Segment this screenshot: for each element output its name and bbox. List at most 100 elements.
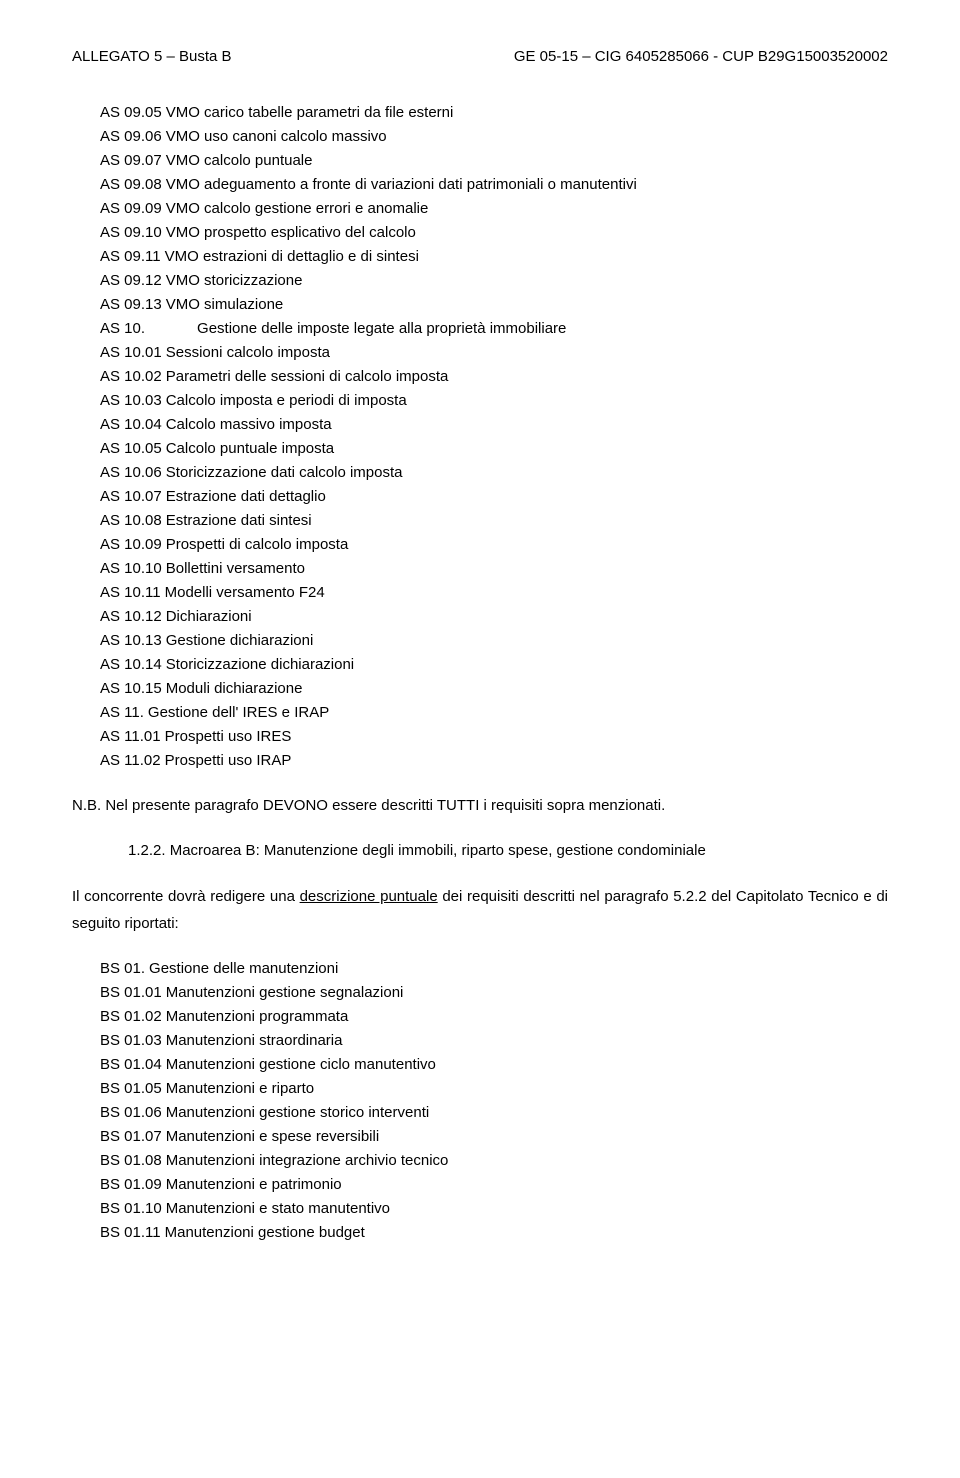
list-item-code: AS 10.08 [100, 509, 162, 533]
list-item-text: Manutenzioni e stato manutentivo [166, 1197, 390, 1221]
list-item-text: VMO estrazioni di dettaglio e di sintesi [165, 245, 419, 269]
list-item-code: AS 10.02 [100, 365, 162, 389]
nb-note: N.B. Nel presente paragrafo DEVONO esser… [72, 797, 888, 814]
as-list: AS 09.05VMO carico tabelle parametri da … [100, 101, 888, 773]
list-item: AS 09.08VMO adeguamento a fronte di vari… [100, 173, 888, 197]
list-item-text: Storicizzazione dichiarazioni [166, 653, 354, 677]
list-item-code: AS 10.13 [100, 629, 162, 653]
list-item-code: BS 01.01 [100, 981, 162, 1005]
list-item-code: AS 10.03 [100, 389, 162, 413]
list-item-code: AS 09.09 [100, 197, 162, 221]
list-item-code: AS 11.02 [100, 749, 161, 773]
list-item-text: Manutenzioni gestione budget [165, 1221, 365, 1245]
list-item: BS 01.07Manutenzioni e spese reversibili [100, 1125, 888, 1149]
list-item: AS 09.11VMO estrazioni di dettaglio e di… [100, 245, 888, 269]
list-item: BS 01.06Manutenzioni gestione storico in… [100, 1101, 888, 1125]
list-item-text: Sessioni calcolo imposta [166, 341, 330, 365]
list-item: AS 10.02Parametri delle sessioni di calc… [100, 365, 888, 389]
list-item: BS 01.02Manutenzioni programmata [100, 1005, 888, 1029]
document-page: ALLEGATO 5 – Busta B GE 05-15 – CIG 6405… [0, 0, 960, 1293]
list-item-code: AS 10. [100, 317, 145, 341]
list-item: AS 09.10VMO prospetto esplicativo del ca… [100, 221, 888, 245]
list-item-code: BS 01.09 [100, 1173, 162, 1197]
list-item-code: AS 11. [100, 701, 144, 725]
list-item: AS 09.05VMO carico tabelle parametri da … [100, 101, 888, 125]
intro-paragraph: Il concorrente dovrà redigere una descri… [72, 883, 888, 937]
list-item-code: AS 10.09 [100, 533, 162, 557]
list-item-text: VMO prospetto esplicativo del calcolo [166, 221, 416, 245]
list-item-text: VMO storicizzazione [166, 269, 303, 293]
list-item-code: AS 09.06 [100, 125, 162, 149]
list-item: AS 09.13VMO simulazione [100, 293, 888, 317]
page-header: ALLEGATO 5 – Busta B GE 05-15 – CIG 6405… [72, 48, 888, 65]
list-item: BS 01.05Manutenzioni e riparto [100, 1077, 888, 1101]
list-item: AS 10.12Dichiarazioni [100, 605, 888, 629]
list-item-code: AS 09.10 [100, 221, 162, 245]
list-item-text: VMO simulazione [166, 293, 284, 317]
list-item-text: Prospetti uso IRES [165, 725, 292, 749]
list-item-text: Gestione delle manutenzioni [149, 957, 338, 981]
list-item-code: AS 10.05 [100, 437, 162, 461]
list-item-text: Modelli versamento F24 [165, 581, 325, 605]
list-item-code: AS 10.01 [100, 341, 162, 365]
list-item-text: Manutenzioni straordinaria [166, 1029, 343, 1053]
list-item: AS 10.15Moduli dichiarazione [100, 677, 888, 701]
list-item-text: Manutenzioni gestione ciclo manutentivo [166, 1053, 436, 1077]
list-item-text: VMO calcolo gestione errori e anomalie [166, 197, 429, 221]
list-item-code: AS 09.11 [100, 245, 161, 269]
list-item-text: VMO uso canoni calcolo massivo [166, 125, 387, 149]
list-item: AS 11.Gestione dell' IRES e IRAP [100, 701, 888, 725]
list-item: AS 09.09VMO calcolo gestione errori e an… [100, 197, 888, 221]
list-item-code: BS 01.06 [100, 1101, 162, 1125]
list-item-code: AS 09.13 [100, 293, 162, 317]
list-item-code: AS 10.10 [100, 557, 162, 581]
list-item-code: AS 10.04 [100, 413, 162, 437]
list-item: BS 01.04Manutenzioni gestione ciclo manu… [100, 1053, 888, 1077]
list-item-text: Gestione dell' IRES e IRAP [148, 701, 329, 725]
list-item-code: AS 10.11 [100, 581, 161, 605]
list-item: AS 10.09Prospetti di calcolo imposta [100, 533, 888, 557]
list-item: AS 09.06VMO uso canoni calcolo massivo [100, 125, 888, 149]
para-pre: Il concorrente dovrà redigere una [72, 888, 300, 905]
header-right: GE 05-15 – CIG 6405285066 - CUP B29G1500… [514, 48, 888, 65]
list-item: BS 01.03Manutenzioni straordinaria [100, 1029, 888, 1053]
bs-list: BS 01.Gestione delle manutenzioniBS 01.0… [100, 957, 888, 1245]
list-item: AS 10.10Bollettini versamento [100, 557, 888, 581]
list-item-text: Manutenzioni e spese reversibili [166, 1125, 379, 1149]
list-item-text: Manutenzioni integrazione archivio tecni… [166, 1149, 449, 1173]
list-item-code: BS 01.10 [100, 1197, 162, 1221]
list-item-code: AS 09.12 [100, 269, 162, 293]
list-item: AS 11.02Prospetti uso IRAP [100, 749, 888, 773]
list-item-code: AS 09.05 [100, 101, 162, 125]
list-item-text: Calcolo puntuale imposta [166, 437, 334, 461]
list-item: BS 01.01Manutenzioni gestione segnalazio… [100, 981, 888, 1005]
list-item-text: Storicizzazione dati calcolo imposta [166, 461, 403, 485]
list-item-code: BS 01. [100, 957, 145, 981]
list-item-text: Gestione dichiarazioni [166, 629, 314, 653]
list-item: AS 09.07VMO calcolo puntuale [100, 149, 888, 173]
list-item-text: Manutenzioni e riparto [166, 1077, 314, 1101]
list-item: BS 01.10Manutenzioni e stato manutentivo [100, 1197, 888, 1221]
list-item-code: AS 09.07 [100, 149, 162, 173]
list-item-text: Parametri delle sessioni di calcolo impo… [166, 365, 449, 389]
list-item-text: Estrazione dati dettaglio [166, 485, 326, 509]
list-item: BS 01.09Manutenzioni e patrimonio [100, 1173, 888, 1197]
list-item-text: Moduli dichiarazione [166, 677, 303, 701]
list-item-text: Calcolo imposta e periodi di imposta [166, 389, 407, 413]
list-item-code: BS 01.05 [100, 1077, 162, 1101]
list-item-text: Calcolo massivo imposta [166, 413, 332, 437]
list-item: AS 10.13Gestione dichiarazioni [100, 629, 888, 653]
list-item-text: VMO adeguamento a fronte di variazioni d… [166, 173, 637, 197]
list-item-code: AS 10.07 [100, 485, 162, 509]
list-item-code: AS 11.01 [100, 725, 161, 749]
list-item-text: VMO carico tabelle parametri da file est… [166, 101, 454, 125]
list-item-text: Manutenzioni e patrimonio [166, 1173, 342, 1197]
list-item: AS 10.03Calcolo imposta e periodi di imp… [100, 389, 888, 413]
list-item: AS 10.07Estrazione dati dettaglio [100, 485, 888, 509]
list-item: AS 10.01Sessioni calcolo imposta [100, 341, 888, 365]
list-item-code: BS 01.08 [100, 1149, 162, 1173]
list-item: AS 09.12VMO storicizzazione [100, 269, 888, 293]
list-item: BS 01.08Manutenzioni integrazione archiv… [100, 1149, 888, 1173]
list-item: BS 01.11Manutenzioni gestione budget [100, 1221, 888, 1245]
list-item: BS 01.Gestione delle manutenzioni [100, 957, 888, 981]
